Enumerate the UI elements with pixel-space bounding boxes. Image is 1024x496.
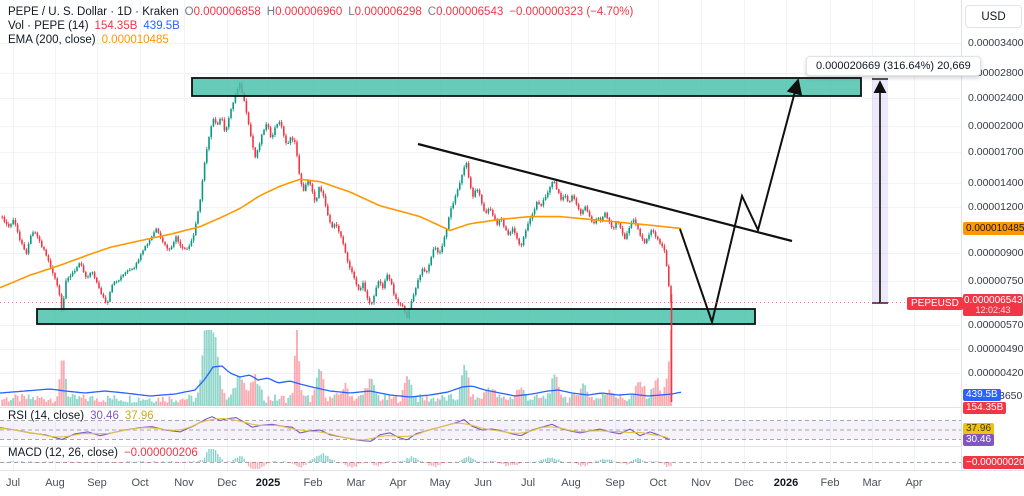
ema-line [0, 178, 682, 289]
descending-trendline[interactable] [417, 142, 793, 243]
time-axis[interactable]: Jul Aug Sep Oct Nov Dec 2025 Feb Mar Apr May Jun Jul… [0, 470, 1024, 496]
symbol-price-label-badge: PEPEUSD [907, 297, 963, 310]
legend-ema-row: EMA (200, close) 0.000010485 [8, 33, 633, 47]
legend-volume-row: Vol · PEPE (14) 154.35B 439.5B [8, 19, 633, 33]
time-axis-year-label: 2026 [773, 477, 799, 489]
macd-hist-badge: −0.000000206 [963, 456, 1024, 469]
time-axis-month-label: Apr [905, 477, 923, 489]
supply-zone-rect[interactable] [191, 77, 862, 97]
high-label: H [266, 6, 276, 18]
macd-histogram [1, 449, 672, 469]
price-tick-label: 0.000004900 [968, 342, 1024, 355]
time-axis-month-label: Nov [691, 477, 711, 489]
candles [1, 81, 672, 320]
time-axis-month-label: Oct [131, 477, 149, 489]
partially-covered-tick: 3650 [999, 390, 1023, 402]
rsi-badge: 30.46 [963, 434, 995, 446]
legend: PEPE / U. S. Dollar · 1D · Kraken O0.0000… [8, 5, 633, 47]
price-tick-label: 0.000024000 [968, 91, 1024, 104]
time-axis-year-label: 2025 [255, 477, 281, 489]
rsi-ma-line [0, 418, 669, 441]
price-tick-label: 0.000005700 [968, 318, 1024, 331]
price-tick-label: 0.000017000 [968, 146, 1024, 159]
rsi-pane-label: RSI (14, close) 30.46 37.96 [8, 410, 154, 422]
measure-tooltip: 0.000020669 (316.64%) 20,669 [806, 56, 981, 76]
time-axis-month-label: Feb [303, 477, 323, 489]
last-price-badge: 0.000006543 12:02:43 [963, 294, 1023, 316]
volume-ma-value: 439.5B [143, 20, 180, 32]
last-price-value: 0.000006543 [964, 295, 1023, 306]
time-axis-month-label: Aug [561, 477, 581, 489]
volume-indicator-label: Vol · PEPE (14) [8, 20, 89, 32]
close-label: C [427, 6, 437, 18]
time-axis-month-label: Aug [45, 477, 65, 489]
time-axis-month-label: Sep [87, 477, 107, 489]
ema-value: 0.000010485 [101, 34, 169, 46]
time-axis-month-label: Oct [649, 477, 667, 489]
time-axis-month-label: May [429, 477, 451, 489]
demand-zone-rect[interactable] [36, 308, 756, 325]
price-tick-label: 0.000012000 [968, 201, 1024, 214]
volume-value: 154.35B [94, 20, 138, 32]
rsi-value: 30.46 [90, 410, 119, 422]
time-axis-month-label: Mar [862, 477, 882, 489]
change-value: −0.000000323 (−4.70%) [509, 6, 634, 18]
macd-indicator-label: MACD (12, 26, close) [8, 447, 118, 459]
low-label: L [348, 6, 355, 18]
bar-countdown: 12:02:43 [975, 305, 1011, 315]
volume-ma-line [0, 365, 682, 398]
chart-canvas[interactable] [0, 0, 961, 470]
price-tick-label: 0.000020000 [968, 120, 1024, 133]
time-axis-month-label: Jul [5, 477, 21, 489]
rsi-ma-value: 37.96 [124, 410, 154, 422]
open-label: O [184, 6, 194, 18]
time-axis-month-label: Feb [820, 477, 840, 489]
price-projection-arrow[interactable] [679, 78, 803, 326]
time-axis-month-label: Jul [520, 477, 536, 489]
price-tick-label: 0.000014000 [968, 176, 1024, 189]
price-tick-label: 0.000007500 [968, 275, 1024, 288]
volume-ma-badge: 439.5B [963, 389, 1001, 401]
rsi-ma-badge: 37.96 [963, 423, 995, 435]
legend-symbol-row: PEPE / U. S. Dollar · 1D · Kraken O0.0000… [8, 5, 633, 19]
open-value: 0.000006858 [193, 6, 261, 18]
price-tick-label: 0.000009000 [968, 246, 1024, 259]
time-axis-month-label: Mar [346, 477, 366, 489]
low-value: 0.000006298 [354, 6, 422, 18]
symbol-title: PEPE / U. S. Dollar · 1D · Kraken [8, 6, 179, 18]
price-tick-label: 0.000034000 [968, 36, 1024, 49]
time-axis-month-label: Dec [734, 477, 754, 489]
ema-indicator-label: EMA (200, close) [8, 34, 96, 46]
ema-price-badge: 0.000010485 [963, 222, 1024, 235]
price-tick-label: 0.000004200 [968, 366, 1024, 379]
rsi-indicator-label: RSI (14, close) [8, 410, 85, 422]
currency-usd-button[interactable]: USD [965, 5, 1022, 28]
time-axis-month-label: Dec [217, 477, 237, 489]
time-axis-month-label: Jun [474, 477, 492, 489]
time-axis-month-label: Nov [174, 477, 194, 489]
price-tick-label: 0.000028000 [968, 67, 1024, 80]
volume-badge: 154.35B [963, 402, 1007, 414]
time-axis-month-label: Apr [389, 477, 407, 489]
price-axis[interactable]: USD 0.000034000 0.000028000 0.000024000 0.0… [961, 0, 1024, 470]
macd-value: −0.000000206 [123, 447, 198, 459]
macd-pane-label: MACD (12, 26, close) −0.000000206 [8, 447, 198, 459]
close-value: 0.000006543 [436, 6, 504, 18]
high-value: 0.000006960 [275, 6, 343, 18]
time-axis-month-label: Sep [605, 477, 625, 489]
